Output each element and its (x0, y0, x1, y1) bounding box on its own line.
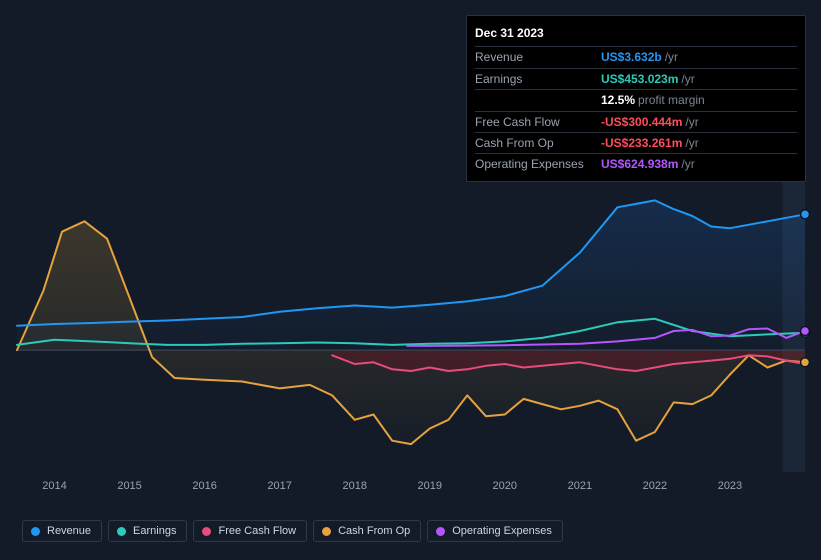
legend-label: Earnings (133, 525, 176, 537)
tooltip-row-value: US$3.632b/yr (601, 50, 797, 64)
marker-opex (801, 326, 810, 335)
y-tick-label: US$5b (0, 170, 13, 182)
x-tick-label: 2018 (342, 480, 366, 492)
legend-item-opex[interactable]: Operating Expenses (427, 520, 563, 542)
tooltip-row-value: -US$233.261m/yr (601, 136, 797, 150)
tooltip-row-value: US$624.938m/yr (601, 157, 797, 171)
x-tick-label: 2014 (42, 480, 66, 492)
legend-swatch (436, 527, 445, 536)
x-tick-label: 2016 (192, 480, 216, 492)
tooltip-row: Free Cash Flow -US$300.444m/yr (475, 111, 797, 132)
tooltip-row-label: Cash From Op (475, 136, 585, 150)
legend-item-earnings[interactable]: Earnings (108, 520, 187, 542)
tooltip-row-label: Revenue (475, 50, 585, 64)
marker-cash_from_op (801, 358, 810, 367)
tooltip-row: Cash From Op -US$233.261m/yr (475, 132, 797, 153)
tooltip-row-value: -US$300.444m/yr (601, 115, 797, 129)
legend-item-free_cf[interactable]: Free Cash Flow (193, 520, 307, 542)
x-tick-label: 2023 (718, 480, 742, 492)
legend-label: Free Cash Flow (218, 525, 296, 537)
legend-label: Operating Expenses (452, 525, 552, 537)
x-axis: 2014 2015 2016 2017 2018 2019 2020 2021 2022 2023 (0, 480, 821, 498)
tooltip-row: Revenue US$3.632b/yr (475, 46, 797, 67)
legend-swatch (322, 527, 331, 536)
legend-item-cash_from_op[interactable]: Cash From Op (313, 520, 421, 542)
legend-swatch (31, 527, 40, 536)
data-point-tooltip: Dec 31 2023 Revenue US$3.632b/yr Earnings U… (466, 15, 806, 182)
y-tick-label: -US$3b (0, 449, 13, 461)
legend-item-revenue[interactable]: Revenue (22, 520, 102, 542)
legend-swatch (202, 527, 211, 536)
marker-revenue (801, 210, 810, 219)
y-tick-label: US$0 (0, 344, 13, 356)
tooltip-row-label: Operating Expenses (475, 157, 585, 171)
x-tick-label: 2020 (493, 480, 517, 492)
x-tick-label: 2017 (267, 480, 291, 492)
tooltip-row: 12.5%profit margin (475, 89, 797, 110)
x-tick-label: 2019 (418, 480, 442, 492)
tooltip-row: Operating Expenses US$624.938m/yr (475, 153, 797, 174)
tooltip-title: Dec 31 2023 (475, 22, 797, 46)
legend-label: Cash From Op (338, 525, 410, 537)
tooltip-row: Earnings US$453.023m/yr (475, 68, 797, 89)
tooltip-row-label: Free Cash Flow (475, 115, 585, 129)
legend-swatch (117, 527, 126, 536)
legend-label: Revenue (47, 525, 91, 537)
x-tick-label: 2021 (568, 480, 592, 492)
x-tick-label: 2015 (117, 480, 141, 492)
x-tick-label: 2022 (643, 480, 667, 492)
tooltip-row-label: Earnings (475, 72, 585, 86)
tooltip-row-value: US$453.023m/yr (601, 72, 797, 86)
tooltip-row-value: 12.5%profit margin (601, 93, 797, 107)
tooltip-row-label (475, 93, 585, 107)
chart-legend: Revenue Earnings Free Cash Flow Cash From O… (22, 520, 563, 542)
